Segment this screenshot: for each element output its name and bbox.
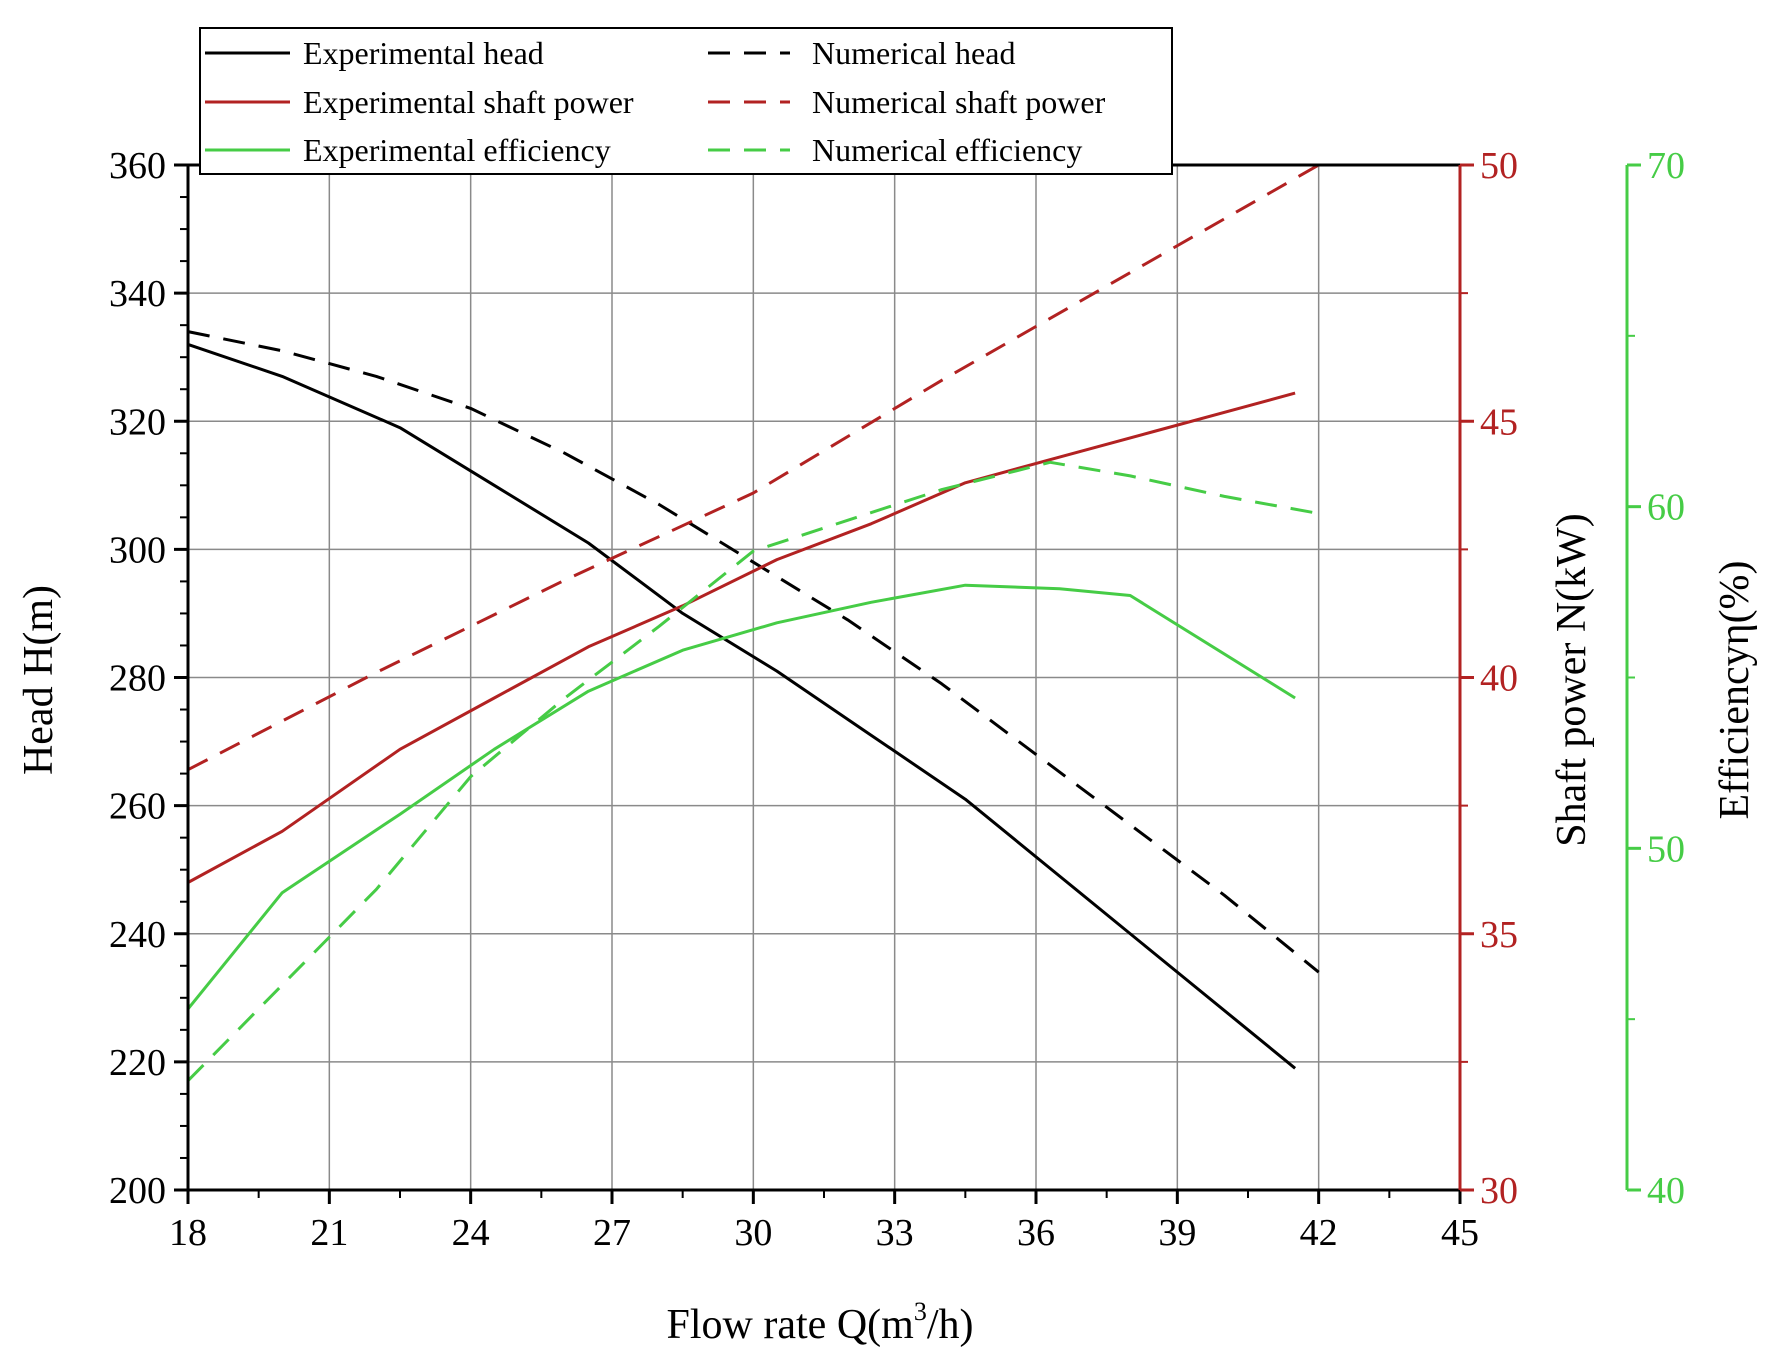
legend-label-experimental-efficiency: Experimental efficiency [303, 132, 611, 168]
y-axis-head-title: Head H(m) [16, 585, 62, 775]
legend-label-numerical-head: Numerical head [812, 35, 1015, 71]
x-axis-title-main: Flow rate Q(m [667, 1302, 915, 1348]
y-axis-shaft-power-title: Shaft power N(kW) [1549, 513, 1595, 847]
series-experimental-shaft-power [187, 391, 1296, 884]
x-tick-label: 45 [1441, 1212, 1479, 1254]
x-axis-title-suffix: /h) [927, 1302, 974, 1348]
y-power-tick-label: 35 [1480, 914, 1518, 956]
y-head-tick-label: 200 [109, 1170, 166, 1212]
x-tick-label: 21 [310, 1212, 348, 1254]
x-tick-label: 39 [1158, 1212, 1196, 1254]
y-head-tick-label: 300 [109, 529, 166, 571]
y-efficiency-tick-label: 50 [1647, 828, 1685, 870]
x-tick-label: 24 [452, 1212, 490, 1254]
y-power-tick-label: 30 [1480, 1170, 1518, 1212]
series-layer [186, 163, 1320, 1082]
y-head-tick-label: 240 [109, 914, 166, 956]
x-tick-label: 18 [169, 1212, 207, 1254]
series-numerical-head [187, 330, 1320, 974]
series-experimental-efficiency [186, 583, 1296, 1010]
y-head-tick-label: 360 [109, 145, 166, 187]
y-power-tick-label: 45 [1480, 401, 1518, 443]
y-efficiency-tick-label: 60 [1647, 487, 1685, 529]
y-efficiency-tick-label: 40 [1647, 1170, 1685, 1212]
legend-box [199, 27, 1173, 175]
series-experimental-head [187, 342, 1297, 1070]
x-tick-label: 33 [876, 1212, 914, 1254]
y-head-tick-label: 320 [109, 401, 166, 443]
x-tick-label: 42 [1300, 1212, 1338, 1254]
legend: Experimental head Numerical head Experimen… [199, 27, 1173, 175]
x-tick-label: 36 [1017, 1212, 1055, 1254]
series-numerical-shaft-power [187, 163, 1320, 772]
y-efficiency-tick-label: 70 [1647, 145, 1685, 187]
y-head-tick-label: 280 [109, 658, 166, 700]
x-axis: 18 21 24 27 30 33 36 39 42 45 [169, 1190, 1479, 1254]
y-head-tick-label: 260 [109, 786, 166, 828]
x-tick-label: 30 [734, 1212, 772, 1254]
series-numerical-efficiency [186, 460, 1319, 1082]
legend-label-experimental-shaft-power: Experimental shaft power [303, 84, 634, 120]
x-axis-title-superscript: 3 [914, 1297, 927, 1326]
y-axis-shaft-power: 30 35 40 45 50 [1458, 145, 1518, 1212]
y-axis-head: 200 220 240 260 280 300 320 340 360 [109, 145, 188, 1212]
legend-label-numerical-shaft-power: Numerical shaft power [812, 84, 1106, 120]
grid-lines [188, 165, 1460, 1190]
y-head-tick-label: 340 [109, 273, 166, 315]
legend-label-experimental-head: Experimental head [303, 35, 544, 71]
x-axis-title: Flow rate Q(m3/h) [667, 1297, 974, 1348]
y-axis-efficiency: 40 50 60 70 [1625, 145, 1685, 1212]
y-power-tick-label: 40 [1480, 658, 1518, 700]
y-head-tick-label: 220 [109, 1042, 166, 1084]
legend-label-numerical-efficiency: Numerical efficiency [812, 132, 1082, 168]
y-power-tick-label: 50 [1480, 145, 1518, 187]
y-axis-efficiency-title: Efficiencyη(%) [1712, 560, 1758, 819]
x-tick-label: 27 [593, 1212, 631, 1254]
